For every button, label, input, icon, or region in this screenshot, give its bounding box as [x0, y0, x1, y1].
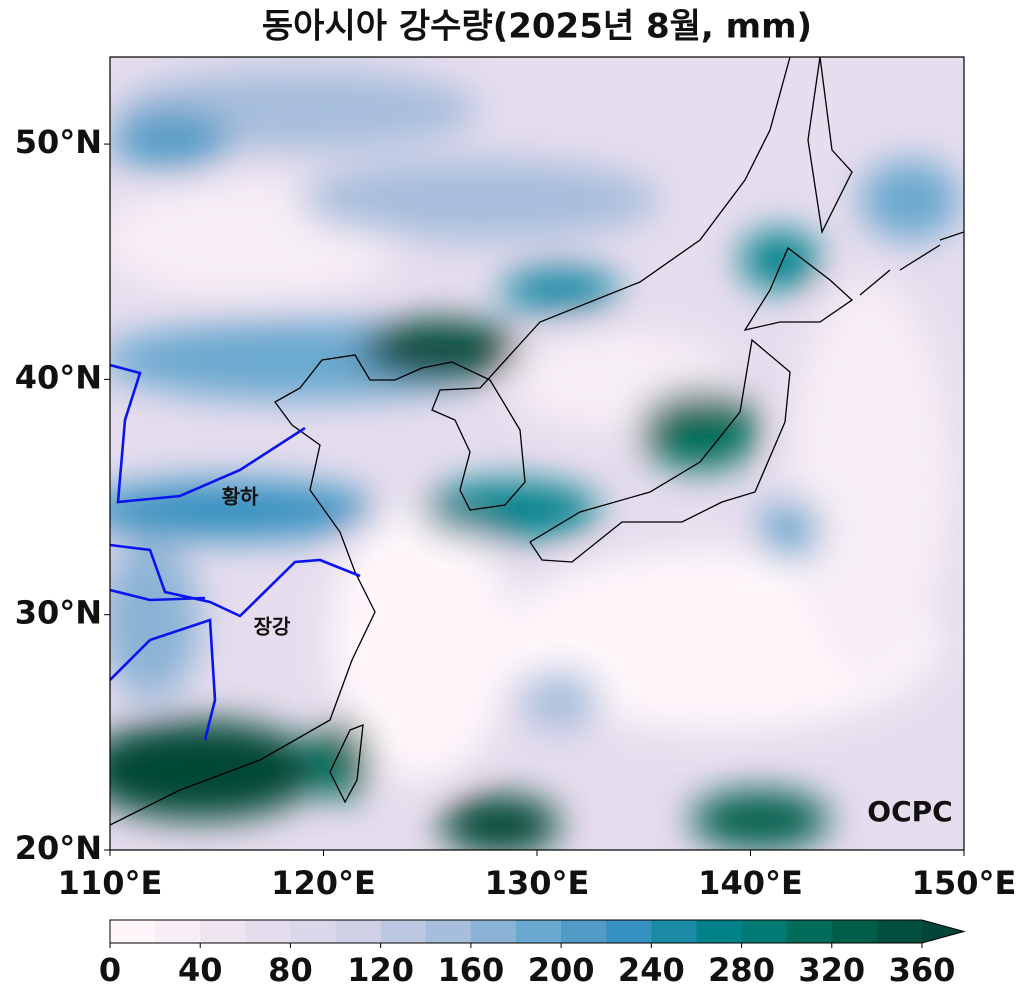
colorbar-tick-label: 240 [618, 951, 685, 989]
colorbar-swatch [200, 920, 246, 943]
x-tick-label: 130°E [485, 864, 590, 902]
coastline [529, 338, 791, 563]
coastline [110, 57, 791, 826]
colorbar-swatch [470, 920, 517, 943]
river [110, 363, 306, 504]
colorbar-tick-label: 0 [99, 951, 121, 989]
colorbar-swatch [741, 920, 788, 943]
river [110, 618, 217, 741]
colorbar-swatch [831, 920, 878, 943]
precip-field: 황하 장강 OCPC [110, 57, 964, 850]
logo: OCPC [867, 795, 952, 828]
colorbar-swatch [651, 920, 697, 943]
river [110, 543, 361, 618]
colorbar-swatch [380, 920, 427, 943]
coastline [329, 724, 364, 804]
colorbar-swatch [425, 920, 472, 943]
river-label: 장강 [254, 615, 291, 639]
colorbar-swatch [335, 920, 382, 943]
river [110, 588, 206, 602]
coastline [859, 231, 964, 296]
colorbar-swatch [606, 920, 652, 943]
colorbar-swatch [876, 920, 923, 943]
colorbar-swatch [696, 920, 743, 943]
colorbar-swatch [245, 920, 291, 943]
colorbar-tick-label: 40 [178, 951, 223, 989]
map-title: 동아시아 강수량(2025년 8월, mm) [262, 7, 812, 47]
river-label: 황하 [222, 485, 259, 509]
coastline [807, 57, 853, 235]
colorbar-tick-label: 360 [889, 951, 956, 989]
colorbar-frame [109, 919, 966, 944]
colorbar-tick-label: 120 [347, 951, 414, 989]
x-tick-label: 140°E [698, 864, 803, 902]
colorbar-swatch [561, 920, 607, 943]
colorbar-swatch [516, 920, 562, 943]
y-tick-label: 40°N [15, 358, 102, 396]
colorbar-tick-label: 200 [528, 951, 595, 989]
colorbar-swatch [155, 920, 201, 943]
colorbar-swatch [290, 920, 337, 943]
colorbar-tick-label: 160 [437, 951, 504, 989]
colorbar-swatch [110, 920, 156, 943]
colorbar-tick-label: 320 [798, 951, 865, 989]
colorbar-tick-label: 80 [268, 951, 313, 989]
y-tick-label: 50°N [15, 123, 102, 161]
y-tick-label: 20°N [15, 829, 102, 867]
colorbar-tick-label: 280 [708, 951, 775, 989]
colorbar-swatch [786, 920, 833, 943]
y-tick-label: 30°N [15, 594, 102, 632]
coastline [743, 246, 854, 331]
x-tick-label: 120°E [271, 864, 376, 902]
colorbar-extend [922, 920, 964, 943]
x-tick-label: 110°E [58, 864, 163, 902]
x-tick-label: 150°E [912, 864, 1017, 902]
